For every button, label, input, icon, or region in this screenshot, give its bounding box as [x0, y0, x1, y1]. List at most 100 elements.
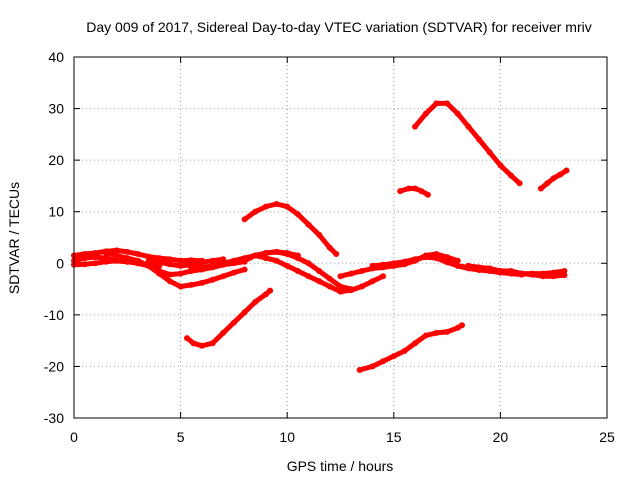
data-point — [305, 221, 312, 228]
data-point — [550, 175, 557, 182]
data-point — [369, 262, 376, 269]
data-point — [348, 270, 355, 277]
data-point — [241, 257, 248, 264]
series-pass-17 — [397, 185, 431, 198]
data-point — [516, 180, 523, 187]
data-point — [401, 258, 408, 265]
data-point — [230, 319, 237, 326]
data-point — [145, 262, 152, 269]
data-point — [433, 329, 440, 336]
x-tick-label: 5 — [177, 429, 185, 445]
data-point — [397, 188, 404, 195]
x-tick-label: 20 — [493, 429, 509, 445]
x-tick-label: 15 — [386, 429, 402, 445]
data-point — [294, 268, 301, 274]
data-point — [486, 265, 493, 272]
data-point — [369, 278, 376, 285]
data-point — [405, 185, 412, 192]
data-point — [188, 265, 195, 272]
data-point — [124, 248, 131, 255]
data-point — [284, 251, 291, 257]
data-point — [454, 110, 461, 117]
series-pass-16 — [412, 100, 523, 187]
series-pass-15 — [356, 322, 465, 373]
data-point — [348, 287, 355, 294]
data-point — [401, 348, 408, 354]
axis-ticks: 0 5 10 15 20 25 -30 -20 -10 0 10 20 30 40 — [44, 49, 615, 445]
y-tick-label: 10 — [48, 204, 64, 220]
data-point — [465, 262, 472, 269]
y-tick-label: -30 — [44, 410, 64, 426]
data-point — [422, 332, 429, 339]
data-point — [135, 251, 141, 257]
data-point — [241, 216, 248, 223]
data-point — [316, 231, 323, 238]
data-point — [262, 250, 269, 256]
data-point — [390, 353, 397, 360]
data-point — [486, 149, 493, 156]
data-point — [356, 367, 363, 373]
data-point — [294, 255, 301, 262]
data-point — [188, 281, 195, 288]
data-point — [103, 258, 109, 265]
data-point — [459, 322, 465, 329]
data-point — [92, 250, 99, 256]
data-point — [177, 270, 184, 277]
data-point — [497, 162, 504, 169]
data-point — [337, 288, 344, 295]
data-point — [230, 257, 237, 264]
data-point — [454, 262, 461, 269]
data-point — [188, 257, 195, 264]
data-point — [166, 256, 173, 263]
data-point — [156, 259, 163, 266]
data-point — [166, 278, 173, 285]
data-point — [540, 270, 546, 277]
data-point — [267, 287, 274, 294]
data-point — [81, 251, 88, 257]
data-point — [418, 188, 425, 195]
data-point — [497, 268, 504, 274]
y-tick-label: -20 — [44, 358, 64, 374]
data-point — [422, 110, 429, 117]
data-point — [241, 309, 248, 316]
data-point — [305, 260, 312, 267]
data-point — [241, 266, 248, 273]
data-point — [252, 252, 259, 259]
data-point — [544, 180, 551, 187]
y-tick-label: -10 — [44, 307, 64, 323]
data-point — [209, 257, 216, 264]
plot-frame — [73, 56, 608, 419]
data-point — [316, 268, 323, 274]
data-point — [508, 268, 515, 274]
data-point — [166, 271, 173, 278]
data-point — [326, 244, 333, 251]
data-point — [230, 269, 237, 276]
data-point — [273, 248, 280, 255]
data-point — [412, 340, 419, 347]
series-pass-14 — [184, 287, 274, 349]
series-pass-12 — [465, 262, 568, 277]
data-point — [184, 335, 190, 342]
series-pass-04 — [103, 250, 248, 290]
data-point — [380, 261, 387, 268]
data-point — [262, 255, 269, 262]
data-point — [273, 201, 280, 207]
data-point — [220, 273, 227, 280]
y-tick-label: 0 — [56, 255, 64, 271]
data-point — [444, 100, 451, 107]
data-point — [518, 270, 525, 277]
data-point — [198, 264, 205, 271]
data-point — [190, 340, 197, 347]
data-point — [198, 259, 205, 266]
data-point — [284, 262, 291, 269]
data-point — [305, 273, 312, 280]
data-point — [252, 299, 259, 305]
data-point — [433, 100, 440, 107]
data-point — [476, 264, 483, 271]
data-point — [273, 257, 280, 264]
data-point — [337, 283, 344, 290]
data-point — [390, 260, 397, 267]
data-point — [444, 259, 451, 266]
data-point — [412, 256, 419, 263]
